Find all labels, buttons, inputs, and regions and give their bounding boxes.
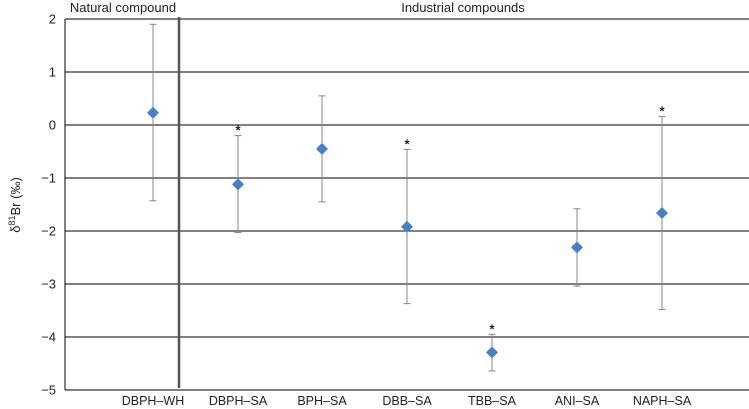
data-point-marker: [147, 106, 159, 119]
y-tick-label: 1: [49, 65, 56, 80]
x-tick-label: DBB–SA: [382, 394, 432, 408]
x-tick-label: TBB–SA: [468, 394, 517, 408]
y-tick-label: −1: [41, 171, 56, 186]
data-point-marker: [401, 220, 413, 233]
y-tick-label: 2: [49, 12, 56, 27]
group-label-natural: Natural compound: [70, 0, 176, 15]
data-point-marker: [656, 206, 668, 219]
y-tick-label: −3: [41, 277, 56, 292]
x-tick-label: NAPH–SA: [633, 394, 692, 408]
y-tick-label: −4: [41, 330, 56, 345]
y-axis-label-rest: Br (‰): [8, 177, 23, 215]
y-axis-label-sup: 81: [7, 216, 17, 226]
y-axis-label-delta: δ: [8, 226, 23, 233]
data-point-marker: [486, 346, 498, 359]
data-point-marker: [316, 142, 328, 155]
x-tick-labels: DBPH–WH DBPH–SA BPH–SA DBB–SA TBB–SA ANI–SA NA…: [122, 394, 692, 408]
significance-star: *: [404, 136, 410, 151]
data-point-marker: [571, 241, 583, 254]
y-tick-label: −2: [41, 224, 56, 239]
significance-star: *: [489, 321, 495, 336]
x-tick-label: DBPH–WH: [122, 394, 185, 408]
y-tick-label: −5: [41, 383, 56, 398]
x-tick-label: ANI–SA: [555, 394, 600, 408]
y-axis-label: δ81Br (‰): [7, 177, 23, 233]
significance-star: *: [659, 104, 665, 119]
x-tick-label: BPH–SA: [297, 394, 347, 408]
x-tick-label: DBPH–SA: [209, 394, 268, 408]
data-point-marker: [232, 178, 244, 191]
significance-star: *: [235, 123, 241, 138]
group-label-industrial: Industrial compounds: [401, 0, 525, 15]
y-tick-label: 0: [49, 118, 56, 133]
y-tick-labels: 2 1 0 −1 −2 −3 −4 −5: [41, 12, 56, 398]
data-marks: * * * *: [147, 23, 668, 372]
